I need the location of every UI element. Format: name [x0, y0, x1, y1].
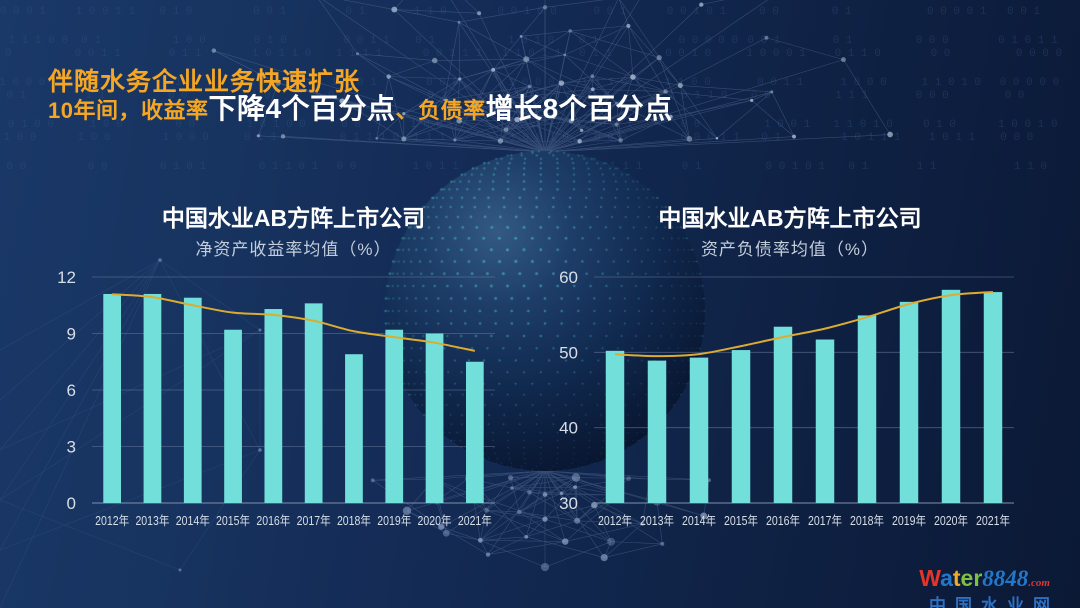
svg-text:2019年: 2019年	[892, 514, 926, 528]
svg-text:40: 40	[559, 419, 578, 438]
svg-text:0: 0	[67, 494, 76, 513]
svg-text:2015年: 2015年	[216, 514, 250, 528]
svg-text:2016年: 2016年	[256, 514, 290, 528]
svg-text:2013年: 2013年	[135, 514, 169, 528]
svg-text:3: 3	[67, 438, 76, 457]
svg-text:2013年: 2013年	[640, 514, 674, 528]
svg-text:2016年: 2016年	[766, 514, 800, 528]
svg-text:2015年: 2015年	[724, 514, 758, 528]
svg-text:12: 12	[57, 268, 76, 287]
svg-text:9: 9	[67, 325, 76, 344]
svg-text:2012年: 2012年	[95, 514, 129, 528]
svg-text:50: 50	[559, 343, 578, 362]
svg-text:2014年: 2014年	[682, 514, 716, 528]
svg-text:2020年: 2020年	[418, 514, 452, 528]
svg-text:2014年: 2014年	[176, 514, 210, 528]
svg-text:30: 30	[559, 494, 578, 513]
svg-text:2017年: 2017年	[297, 514, 331, 528]
svg-text:2012年: 2012年	[598, 514, 632, 528]
svg-text:60: 60	[559, 268, 578, 287]
svg-text:2019年: 2019年	[377, 514, 411, 528]
svg-text:2021年: 2021年	[458, 514, 492, 528]
svg-text:6: 6	[67, 381, 76, 400]
svg-text:2021年: 2021年	[976, 514, 1010, 528]
svg-text:2020年: 2020年	[934, 514, 968, 528]
svg-text:2018年: 2018年	[850, 514, 884, 528]
svg-text:2018年: 2018年	[337, 514, 371, 528]
svg-text:2017年: 2017年	[808, 514, 842, 528]
